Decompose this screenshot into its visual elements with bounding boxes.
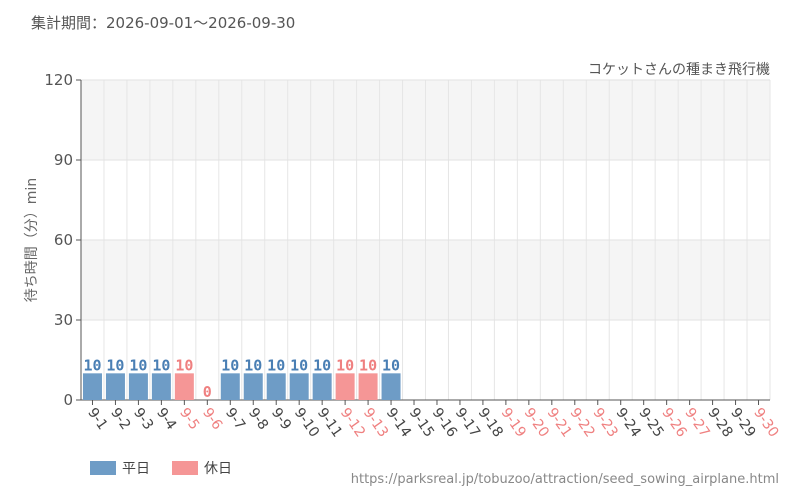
x-tick-label: 9-3 <box>130 405 156 433</box>
chart-title: コケットさんの種まき飛行機 <box>588 62 770 78</box>
data-label: 10 <box>129 356 147 374</box>
y-tick-label: 90 <box>54 151 73 169</box>
bar <box>266 373 286 400</box>
x-tick-label: 9-7 <box>222 405 248 433</box>
x-tick-label: 9-14 <box>383 405 414 440</box>
legend-weekday[interactable]: 平日 <box>90 458 150 478</box>
bar <box>358 373 378 400</box>
x-tick-label: 9-12 <box>337 405 368 440</box>
y-axis-label: 待ち時間（分）min <box>24 178 40 302</box>
data-label: 10 <box>267 356 285 374</box>
data-label: 10 <box>244 356 262 374</box>
x-tick-label: 9-23 <box>589 405 620 440</box>
bar <box>82 373 102 400</box>
bar <box>243 373 263 400</box>
data-label: 10 <box>83 356 101 374</box>
x-tick-label: 9-22 <box>567 405 598 440</box>
data-label: 10 <box>175 356 193 374</box>
legend-holiday[interactable]: 休日 <box>172 458 232 478</box>
x-tick-label: 9-26 <box>658 405 689 440</box>
x-tick-label: 9-13 <box>360 405 391 440</box>
y-tick-label: 120 <box>44 71 73 89</box>
x-tick-label: 9-24 <box>612 405 643 440</box>
data-label: 10 <box>382 356 400 374</box>
data-label: 10 <box>336 356 354 374</box>
data-label: 10 <box>221 356 239 374</box>
data-label: 10 <box>152 356 170 374</box>
x-tick-label: 9-1 <box>84 405 110 433</box>
x-tick-label: 9-15 <box>406 405 437 440</box>
bar <box>381 373 401 400</box>
x-tick-label: 9-30 <box>750 405 781 440</box>
x-tick-label: 9-28 <box>704 405 735 440</box>
holiday-label: 休日 <box>204 461 232 477</box>
bar <box>174 373 194 400</box>
x-tick-label: 9-8 <box>245 405 271 433</box>
weekday-swatch <box>90 461 116 475</box>
x-tick-label: 9-10 <box>291 405 322 440</box>
bar <box>151 373 171 400</box>
bar <box>335 373 355 400</box>
x-tick-label: 9-21 <box>544 405 575 440</box>
x-tick-label: 9-9 <box>268 405 294 433</box>
y-tick-label: 30 <box>54 311 73 329</box>
bar <box>105 373 125 400</box>
period-label: 集計期間：2026-09-01〜2026-09-30 <box>31 14 296 32</box>
holiday-swatch <box>172 461 198 475</box>
source-url: https://parksreal.jp/tobuzoo/attraction/… <box>350 472 779 487</box>
data-label: 10 <box>106 356 124 374</box>
weekday-label: 平日 <box>122 461 150 477</box>
bar <box>289 373 309 400</box>
x-tick-label: 9-4 <box>153 405 179 433</box>
bar <box>312 373 332 400</box>
y-tick-label: 0 <box>63 391 73 409</box>
bar <box>220 373 240 400</box>
data-label: 10 <box>313 356 331 374</box>
x-tick-label: 9-2 <box>107 405 133 433</box>
x-tick-label: 9-25 <box>635 405 666 440</box>
data-label: 0 <box>203 383 212 401</box>
x-tick-label: 9-11 <box>314 405 345 440</box>
x-tick-label: 9-27 <box>681 405 712 440</box>
x-tick-label: 9-5 <box>176 405 202 433</box>
x-tick-label: 9-6 <box>199 405 225 433</box>
x-tick-label: 9-18 <box>475 405 506 440</box>
legend: 平日 休日 <box>90 458 232 478</box>
bar <box>128 373 148 400</box>
x-tick-label: 9-19 <box>498 405 529 440</box>
x-tick-label: 9-20 <box>521 405 552 440</box>
y-tick-label: 60 <box>54 231 73 249</box>
x-tick-label: 9-17 <box>452 405 483 440</box>
x-tick-label: 9-16 <box>429 405 460 440</box>
x-tick-label: 9-29 <box>727 405 758 440</box>
data-label: 10 <box>359 356 377 374</box>
data-label: 10 <box>290 356 308 374</box>
